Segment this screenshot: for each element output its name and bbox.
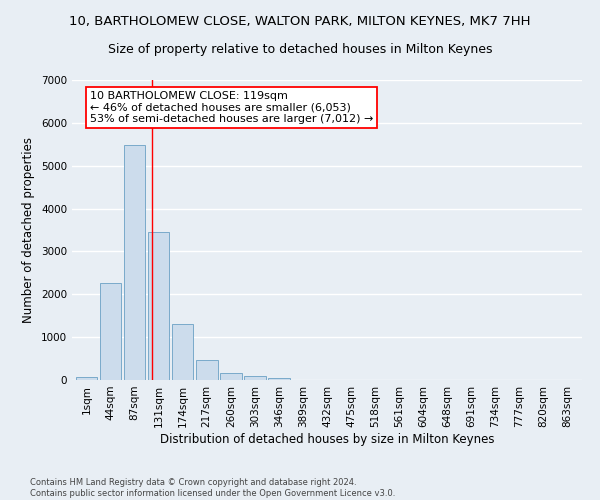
Bar xyxy=(220,374,242,380)
Bar xyxy=(244,376,266,380)
Y-axis label: Number of detached properties: Number of detached properties xyxy=(22,137,35,323)
Bar xyxy=(268,378,290,380)
Bar xyxy=(100,282,121,380)
Text: Contains HM Land Registry data © Crown copyright and database right 2024.
Contai: Contains HM Land Registry data © Crown c… xyxy=(30,478,395,498)
Text: 10, BARTHOLOMEW CLOSE, WALTON PARK, MILTON KEYNES, MK7 7HH: 10, BARTHOLOMEW CLOSE, WALTON PARK, MILT… xyxy=(69,15,531,28)
Bar xyxy=(76,376,97,380)
Bar xyxy=(148,232,169,380)
Bar xyxy=(124,145,145,380)
Bar xyxy=(172,324,193,380)
Text: Size of property relative to detached houses in Milton Keynes: Size of property relative to detached ho… xyxy=(108,42,492,56)
Text: 10 BARTHOLOMEW CLOSE: 119sqm
← 46% of detached houses are smaller (6,053)
53% of: 10 BARTHOLOMEW CLOSE: 119sqm ← 46% of de… xyxy=(90,90,373,124)
Bar xyxy=(196,360,218,380)
X-axis label: Distribution of detached houses by size in Milton Keynes: Distribution of detached houses by size … xyxy=(160,432,494,446)
